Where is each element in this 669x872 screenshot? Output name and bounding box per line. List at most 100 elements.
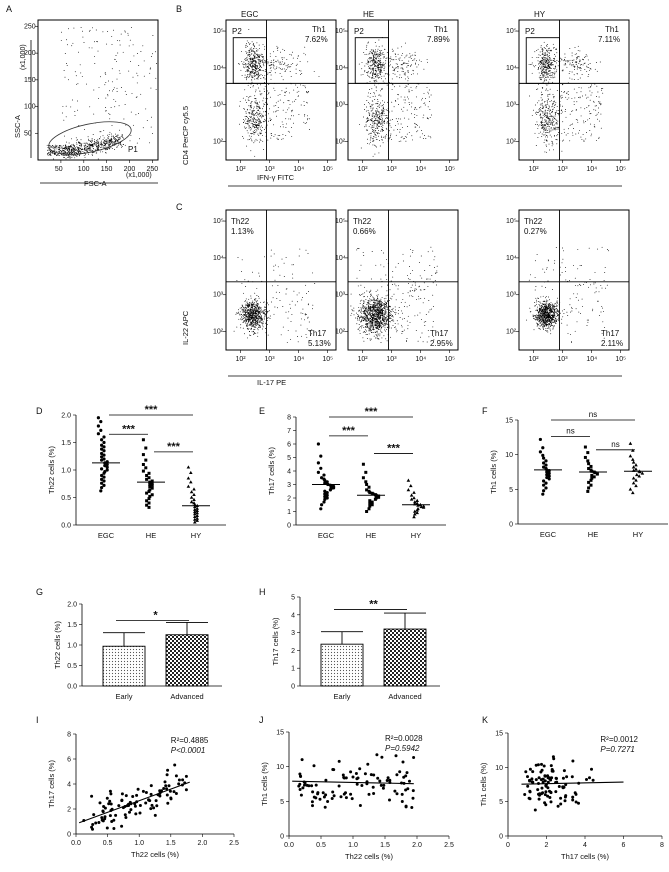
event-dot (557, 134, 559, 135)
event-dot (249, 314, 251, 316)
event-dot (540, 62, 542, 64)
event-dot (256, 77, 258, 79)
event-dot (250, 47, 252, 49)
event-dot (63, 157, 65, 159)
event-dot (255, 62, 257, 64)
event-dot (245, 300, 247, 302)
event-dot (58, 155, 60, 157)
event-dot (255, 300, 257, 302)
event-dot (277, 266, 279, 268)
event-dot (532, 109, 534, 111)
event-dot (135, 97, 137, 99)
event-dot (257, 306, 259, 308)
event-dot (366, 316, 367, 318)
event-dot (408, 91, 410, 93)
event-dot (373, 70, 374, 72)
event-dot (415, 87, 417, 89)
event-dot (380, 105, 382, 107)
event-dot (257, 123, 259, 125)
event-dot (111, 143, 113, 145)
event-dot (263, 312, 265, 314)
event-dot (389, 58, 391, 60)
event-dot (282, 79, 284, 81)
event-dot (256, 324, 258, 326)
event-dot (256, 68, 258, 70)
event-dot (549, 49, 551, 51)
event-dot (541, 98, 543, 100)
event-dot (249, 63, 251, 65)
event-dot (68, 151, 70, 153)
event-dot (255, 71, 257, 73)
event-dot (246, 108, 248, 110)
event-dot (254, 333, 256, 335)
event-dot (576, 92, 578, 94)
event-dot (103, 147, 105, 149)
event-dot (576, 68, 578, 70)
event-dot (379, 49, 381, 51)
event-dot (406, 338, 408, 340)
event-dot (96, 148, 98, 150)
event-dot (255, 298, 257, 300)
event-dot (371, 52, 373, 54)
event-dot (107, 141, 109, 143)
event-dot (552, 115, 554, 117)
event-dot (378, 46, 380, 48)
event-dot (245, 303, 247, 305)
event-dot (414, 58, 416, 60)
event-dot (419, 285, 421, 287)
event-dot (257, 317, 259, 319)
event-dot (553, 96, 555, 98)
event-dot (577, 65, 578, 67)
event-dot (378, 126, 380, 128)
event-dot (244, 76, 246, 78)
event-dot (419, 289, 421, 291)
event-dot (371, 88, 373, 90)
event-dot (110, 140, 112, 142)
event-dot (397, 71, 399, 72)
event-dot (243, 292, 245, 294)
event-dot (371, 126, 373, 128)
event-dot (385, 133, 387, 135)
event-dot (541, 94, 543, 95)
event-dot (586, 97, 587, 99)
event-dot (380, 67, 382, 69)
event-dot (405, 85, 407, 87)
event-dot (259, 90, 261, 92)
event-dot (121, 134, 123, 136)
event-dot (256, 83, 258, 85)
plot-frame (347, 19, 459, 161)
event-dot (94, 144, 96, 146)
event-dot (591, 92, 593, 94)
event-dot (254, 124, 256, 126)
event-dot (249, 119, 251, 121)
event-dot (571, 97, 573, 99)
event-dot (292, 51, 293, 53)
event-dot (260, 140, 262, 141)
event-dot (290, 338, 292, 340)
event-dot (593, 109, 595, 111)
event-dot (382, 125, 384, 127)
event-dot (549, 67, 551, 69)
event-dot (258, 306, 259, 308)
event-dot (385, 127, 387, 129)
event-dot (254, 127, 255, 129)
event-dot (378, 67, 380, 69)
event-dot (288, 100, 290, 102)
event-dot (256, 102, 258, 104)
event-dot (552, 75, 554, 77)
event-dot (382, 52, 384, 54)
event-dot (273, 65, 275, 67)
event-dot (246, 328, 248, 330)
event-dot (376, 112, 377, 114)
event-dot (295, 68, 297, 70)
event-dot (259, 326, 261, 328)
event-dot (406, 133, 408, 135)
event-dot (121, 146, 122, 148)
event-dot (252, 315, 254, 317)
event-dot (308, 91, 310, 92)
event-dot (373, 92, 375, 94)
event-dot (554, 118, 556, 120)
event-dot (97, 146, 99, 148)
event-dot (407, 278, 409, 280)
gate-th1-label: Th1 (434, 25, 448, 34)
